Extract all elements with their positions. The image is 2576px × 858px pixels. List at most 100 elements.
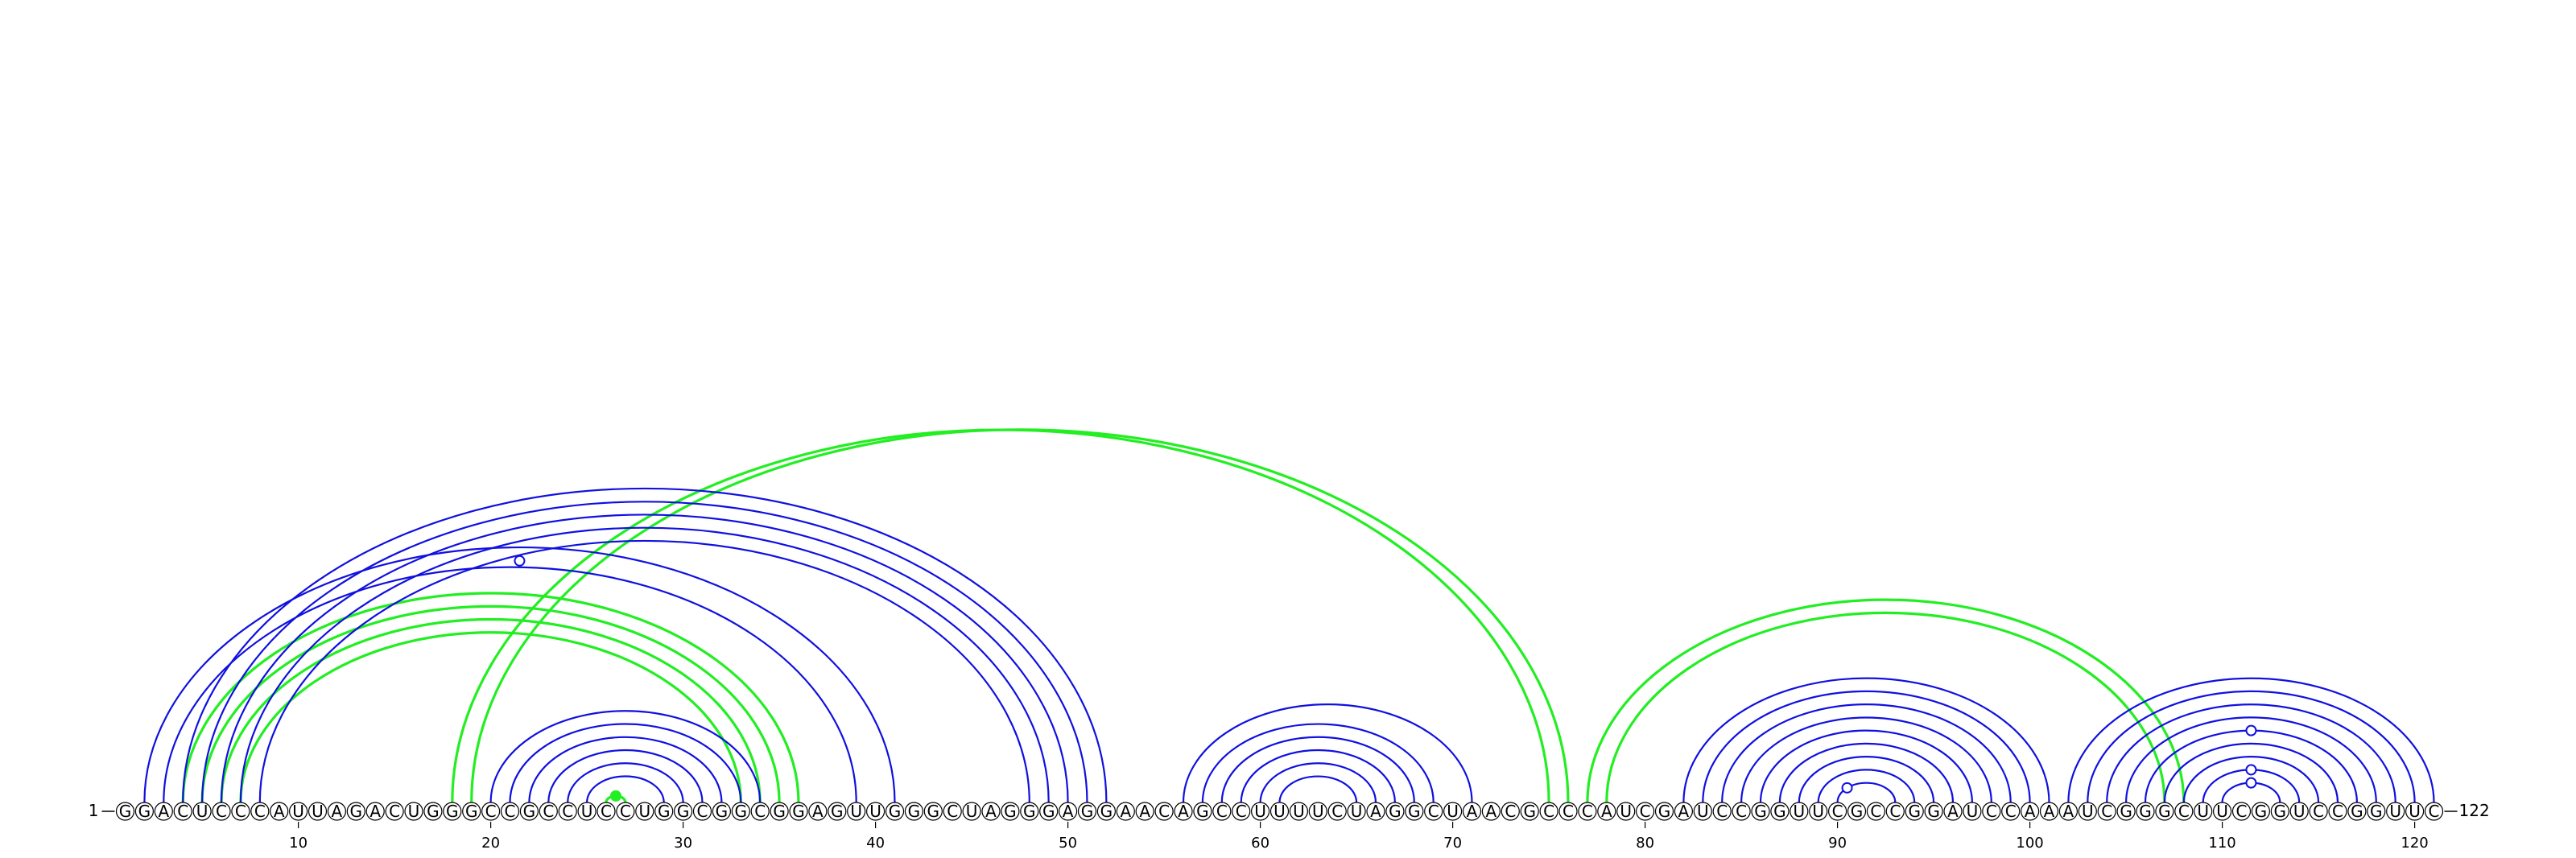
nucleotide-letter: G [792,802,805,821]
nucleotide-letter: U [638,802,650,821]
green-arc [1586,598,2186,803]
nucleotide-letter: G [2255,802,2268,821]
nucleotide-circle [1597,802,1616,821]
green-arc [220,617,762,803]
nucleotide-letter: U [2389,802,2401,821]
nucleotide-circle [616,802,635,821]
nucleotide-letter: C [1889,802,1901,821]
open-marker [2245,777,2257,789]
blue-arc [567,762,684,803]
blue-arc [1817,769,1916,803]
nucleotide-circle [1096,802,1117,821]
nucleotide-letter: A [2044,802,2055,821]
nucleotide-circle [1635,802,1655,821]
tick-label: 50 [1059,835,1077,852]
nucleotide-letter: C [2236,802,2248,821]
blue-arc [1740,716,1992,803]
nucleotide-circle [770,802,789,821]
nucleotide-circle [2386,802,2405,821]
nucleotide-letter: A [1601,802,1612,821]
nucleotide-circle [1963,802,1982,821]
nucleotide-circle [404,802,423,821]
blue-arc [586,775,665,803]
position-ticks: 10 20 30 40 50 60 70 80 90 100 110 120 [289,822,2429,852]
nucleotide-circle [2309,802,2328,821]
tick-label: 10 [289,835,308,852]
blue-arc [1798,756,1935,803]
nucleotide-circle [2097,802,2116,821]
blue-arc [1182,703,1473,803]
nucleotide-letter: C [754,802,766,821]
nucleotide-circle [1578,802,1597,821]
nucleotide-letter: G [138,802,151,821]
nucleotide-circle [1905,802,1924,821]
nucleotide-letter: A [1178,802,1189,821]
blue-arc [509,723,742,803]
nucleotide-letter: U [1254,802,1266,821]
nucleotide-circle [481,802,501,821]
nucleotide-letter: U [2293,802,2306,821]
nucleotide-letter: U [2082,802,2094,821]
nucleotide-letter: G [1023,802,1036,821]
nucleotide-letter: U [1312,802,1324,821]
nucleotide-letter: G [1754,802,1767,821]
nucleotide-letter: A [1063,802,1074,821]
nucleotide-letter: U [1620,802,1632,821]
nucleotide-letter: G [2370,802,2383,821]
nucleotide-letter: U [1967,802,1979,821]
nucleotide-circle [2213,802,2232,821]
blue-arc [2087,690,2416,803]
nucleotide-letter: A [2025,802,2036,821]
nucleotide-letter: C [2101,802,2112,821]
nucleotide-circle [865,802,886,821]
nucleotide-circle [1982,802,2001,821]
green-arc [200,604,781,803]
nucleotide-letter: A [1139,802,1150,821]
nucleotide-letter: C [947,802,958,821]
nucleotide-letter: A [369,802,381,821]
nucleotide-circle [1693,802,1712,821]
nucleotide-circle [1250,802,1270,821]
nucleotide-circle [1154,802,1174,821]
blue-arc [1682,677,2050,803]
nucleotide-letter: G [2158,802,2171,821]
blue-arc [528,736,723,803]
nucleotide-letter: C [1870,802,1881,821]
green-arc [470,428,1570,803]
tick-label: 100 [2016,835,2043,852]
nucleotide-circle [1347,802,1366,821]
nucleotide-letter: C [1736,802,1747,821]
nucleotide-letter: U [1447,802,1459,821]
blue-arc [1201,723,1435,803]
nucleotide-circle [2367,802,2386,821]
nucleotide-circle [115,802,135,821]
nucleotide-letter: A [2063,802,2074,821]
nucleotide-circle [1847,802,1867,821]
nucleotide-letter: G [465,802,478,821]
nucleotide-letter: C [1428,802,1439,821]
nucleotide-circle [2405,802,2425,821]
nucleotide-letter: G [1927,802,1940,821]
nucleotide-letter: A [1947,802,1959,821]
blue-arc [1278,775,1358,803]
nucleotide-circle [2424,802,2444,821]
nucleotide-letter: C [1158,802,1170,821]
nucleotide-circle [577,802,597,821]
nucleotide-circle [1077,802,1097,821]
nucleotide-letter: U [1697,802,1709,821]
nucleotide-circle [308,802,328,821]
filled-marker [609,790,621,802]
nucleotide-letter: G [350,802,363,821]
nucleotide-circle [654,802,674,821]
nucleotide-letter: G [1408,802,1421,821]
tick-label: 90 [1828,835,1847,852]
nucleotide-circle [1924,802,1943,821]
nucleotide-letter: G [735,802,748,821]
nucleotide-circle [1770,802,1790,821]
nucleotide-circle [1558,802,1578,821]
nucleotide-circle [270,802,289,821]
nucleotide-letter: U [869,802,881,821]
nucleotide-circle [1289,802,1309,821]
nucleotide-letter: G [658,802,671,821]
nucleotide-letter: G [1523,802,1536,821]
